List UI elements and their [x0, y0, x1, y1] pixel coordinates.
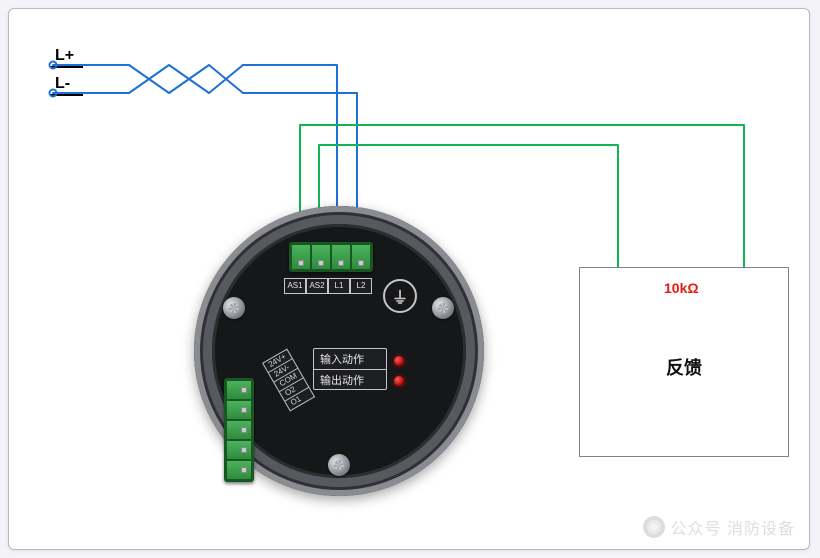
- terminal-port: [351, 244, 371, 270]
- side-terminal-block: [224, 378, 254, 482]
- terminal-port: [226, 420, 252, 440]
- feedback-box: 10kΩ 反馈: [579, 267, 789, 457]
- mounting-screw: [223, 297, 245, 319]
- wechat-icon: [643, 516, 665, 538]
- terminal-port: [331, 244, 351, 270]
- pin-label: L2: [350, 278, 372, 294]
- terminal-port: [226, 380, 252, 400]
- ground-glyph: ⏚: [392, 284, 408, 308]
- terminal-port: [226, 400, 252, 420]
- watermark-text: 公众号 消防设备: [671, 515, 795, 539]
- top-terminal-pin-labels: AS1AS2L1L2: [284, 278, 372, 294]
- pin-label: L1: [328, 278, 350, 294]
- action-label-plate: 输入动作 输出动作: [313, 348, 387, 390]
- feedback-title: 反馈: [666, 354, 702, 380]
- terminal-port: [226, 440, 252, 460]
- terminal-port: [311, 244, 331, 270]
- resistor-value-label: 10kΩ: [664, 280, 699, 296]
- pin-label: AS2: [306, 278, 328, 294]
- label-l-plus: L+: [55, 47, 74, 65]
- watermark: 公众号 消防设备: [643, 515, 795, 539]
- terminal-port: [226, 460, 252, 480]
- top-terminal-block: [289, 242, 373, 272]
- io-module-device: AS1AS2L1L2 ⏚ 输入动作 输出动作 24V+24V-COMO2O1: [194, 206, 484, 496]
- terminal-port: [291, 244, 311, 270]
- pin-label: AS1: [284, 278, 306, 294]
- mounting-screw: [328, 454, 350, 476]
- label-l-minus: L-: [55, 75, 70, 93]
- device-ring: AS1AS2L1L2 ⏚ 输入动作 输出动作 24V+24V-COMO2O1: [194, 206, 484, 496]
- status-led-input: [394, 356, 404, 366]
- plate-row-output: 输出动作: [320, 372, 364, 388]
- plate-row-input: 输入动作: [320, 351, 364, 367]
- status-led-output: [394, 376, 404, 386]
- diagram-panel: L+ L- AS1AS2L1L2 ⏚ 输入动作 输出动作: [8, 8, 810, 550]
- mounting-screw: [432, 297, 454, 319]
- ground-symbol: ⏚: [383, 279, 417, 313]
